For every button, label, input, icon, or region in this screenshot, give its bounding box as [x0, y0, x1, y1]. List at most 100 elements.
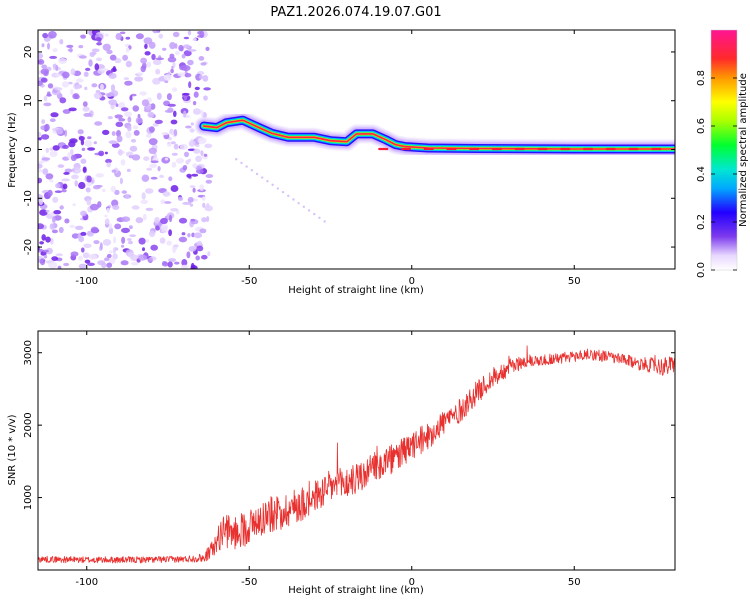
noise-blob: [124, 111, 132, 117]
noise-blob: [154, 216, 160, 224]
noise-blob: [41, 119, 46, 124]
noise-blob: [106, 262, 113, 268]
noise-blob: [55, 65, 59, 71]
noise-blob: [139, 91, 147, 96]
noise-blob: [123, 77, 130, 81]
noise-dot: [235, 158, 238, 161]
noise-blob: [43, 254, 48, 259]
noise-blob: [111, 169, 117, 173]
noise-blob: [68, 81, 73, 85]
noise-blob: [144, 51, 151, 56]
noise-blob: [191, 173, 199, 177]
noise-blob: [51, 256, 59, 261]
noise-blob: [159, 237, 166, 244]
noise-blob: [153, 59, 162, 66]
noise-blob: [168, 258, 177, 263]
noise-blob: [118, 101, 126, 109]
noise-blob: [45, 173, 54, 180]
noise-blob: [119, 31, 126, 35]
noise-blob: [49, 147, 54, 151]
noise-dot: [240, 161, 243, 165]
spectrogram-frequency-track: [194, 111, 675, 158]
spectrogram-y-ticks: -20 -10 0 10 20: [23, 46, 675, 255]
noise-blob: [172, 246, 177, 254]
noise-blob: [195, 155, 203, 162]
noise-blob: [173, 129, 178, 137]
noise-dot: [297, 201, 300, 205]
colorbar: 0.0 0.2 0.4 0.6 0.8 Normalized spectral ampl…: [696, 29, 749, 278]
noise-blob: [48, 31, 57, 39]
noise-blob: [183, 50, 192, 57]
noise-blob: [94, 121, 103, 126]
noise-blob: [114, 114, 123, 119]
colorbar-tick-label: 0.0: [696, 262, 707, 278]
noise-blob: [192, 37, 197, 42]
noise-blob: [204, 143, 213, 149]
noise-blob: [148, 126, 155, 133]
x-tick-label: 50: [568, 577, 581, 588]
noise-dot: [323, 220, 326, 223]
noise-blob: [110, 84, 116, 92]
noise-blob: [195, 255, 200, 261]
noise-blob: [91, 83, 98, 88]
noise-blob: [161, 132, 169, 136]
noise-blob: [42, 168, 49, 175]
noise-blob: [133, 130, 140, 136]
noise-blob: [104, 218, 110, 225]
noise-blob: [88, 59, 93, 67]
colorbar-ticks: 0.0 0.2 0.4 0.6 0.8: [696, 70, 737, 278]
noise-blob: [193, 232, 203, 239]
noise-dot: [245, 165, 248, 168]
noise-blob: [135, 33, 144, 40]
noise-blob: [55, 73, 62, 77]
noise-blob: [196, 245, 204, 252]
noise-blob: [50, 237, 54, 245]
noise-blob: [99, 242, 103, 250]
noise-blob: [141, 174, 150, 182]
noise-blob: [54, 190, 63, 193]
noise-blob: [202, 75, 209, 82]
noise-blob: [86, 199, 92, 206]
noise-blob: [75, 225, 84, 230]
noise-blob: [95, 173, 104, 178]
noise-blob: [157, 166, 161, 172]
noise-blob: [185, 159, 190, 165]
noise-blob: [192, 187, 196, 193]
noise-blob: [42, 249, 49, 253]
noise-blob: [182, 44, 191, 49]
noise-blob: [111, 67, 117, 73]
noise-blob: [110, 90, 119, 97]
noise-blob: [82, 106, 90, 112]
noise-blob: [167, 141, 171, 145]
noise-blob: [173, 143, 179, 150]
noise-blob: [127, 125, 132, 132]
noise-blob: [152, 30, 159, 34]
noise-blob: [206, 216, 210, 222]
noise-blob: [47, 189, 53, 197]
noise-dot: [318, 216, 321, 219]
noise-blob: [40, 68, 49, 75]
noise-blob: [57, 265, 62, 269]
noise-blob: [92, 51, 97, 55]
noise-blob: [128, 240, 133, 245]
noise-blob: [179, 143, 188, 150]
noise-blob: [145, 188, 154, 194]
noise-blob: [170, 119, 178, 125]
y-tick-label: 2000: [23, 412, 34, 437]
noise-blob: [61, 178, 70, 182]
noise-blob: [38, 177, 43, 184]
noise-blob: [181, 232, 186, 236]
noise-blob: [177, 72, 187, 77]
noise-blob: [43, 95, 48, 102]
noise-blob: [39, 241, 44, 245]
noise-blob: [80, 210, 87, 217]
noise-blob: [111, 131, 116, 136]
noise-blob: [197, 137, 207, 145]
noise-blob: [127, 252, 135, 258]
noise-blob: [156, 92, 162, 100]
noise-blob: [102, 188, 106, 193]
noise-blob: [129, 145, 138, 152]
noise-blob: [125, 36, 131, 40]
